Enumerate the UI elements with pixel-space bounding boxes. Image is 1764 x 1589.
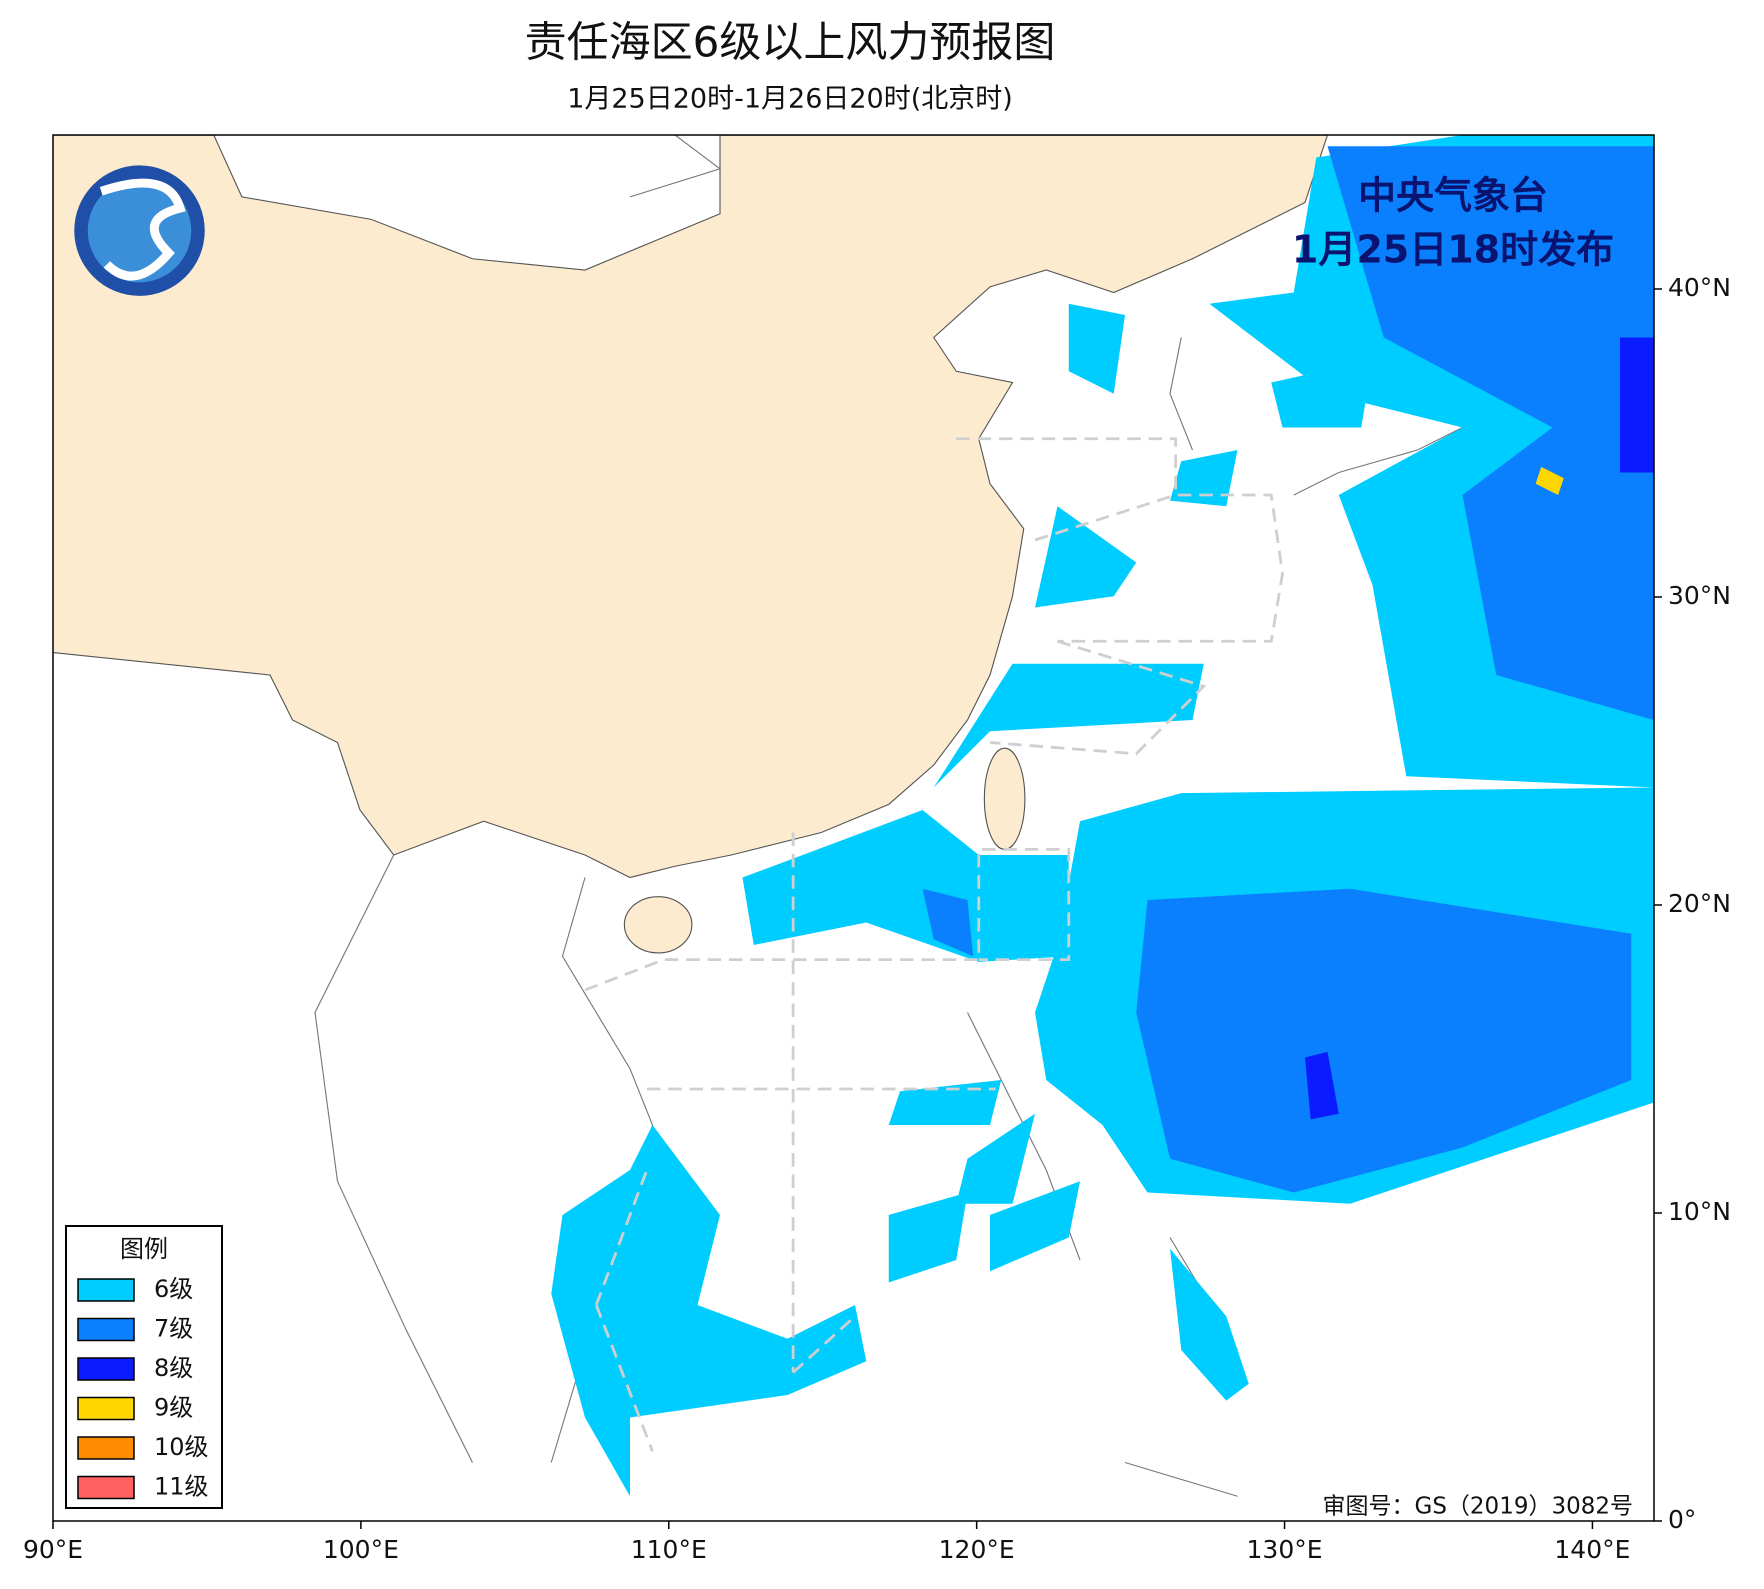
y-tick-label: 10°N xyxy=(1668,1197,1731,1226)
legend: 图例 6级 7级 8级 9级 10级 11级 xyxy=(65,1225,223,1509)
y-tick-label: 40°N xyxy=(1668,273,1731,302)
legend-label: 11级 xyxy=(154,1473,209,1501)
x-tick-label: 100°E xyxy=(323,1535,399,1564)
map-frame xyxy=(52,134,1655,1522)
x-tick-label: 130°E xyxy=(1247,1535,1323,1564)
legend-swatch xyxy=(77,1357,135,1381)
title: 责任海区6级以上风力预报图 xyxy=(525,18,1056,67)
legend-title: 图例 xyxy=(120,1235,168,1263)
x-tick-label: 140°E xyxy=(1554,1535,1630,1564)
legend-swatch xyxy=(77,1317,135,1342)
legend-label: 8级 xyxy=(154,1354,193,1382)
x-tick-label: 90°E xyxy=(23,1535,83,1564)
x-tick-label: 110°E xyxy=(631,1535,707,1564)
legend-swatch xyxy=(77,1278,135,1302)
x-tick-label: 120°E xyxy=(939,1535,1015,1564)
legend-label: 7级 xyxy=(154,1315,193,1343)
legend-swatch xyxy=(77,1436,135,1460)
legend-label: 10级 xyxy=(154,1433,209,1461)
subtitle: 1月25日20时-1月26日20时(北京时) xyxy=(567,84,1013,115)
legend-label: 6级 xyxy=(154,1275,193,1303)
legend-swatch xyxy=(77,1475,135,1500)
y-tick-label: 30°N xyxy=(1668,581,1731,610)
y-tick-label: 0° xyxy=(1668,1505,1696,1534)
legend-swatch xyxy=(77,1396,135,1421)
y-tick-label: 20°N xyxy=(1668,889,1731,918)
issuer: 中央气象台 xyxy=(1358,174,1548,218)
map-area xyxy=(53,135,1654,1521)
legend-label: 9级 xyxy=(154,1394,193,1422)
approval-number: 审图号：GS（2019）3082号 xyxy=(1323,1494,1634,1520)
issued-time: 1月25日18时发布 xyxy=(1292,228,1614,272)
legend-box xyxy=(65,1225,223,1509)
